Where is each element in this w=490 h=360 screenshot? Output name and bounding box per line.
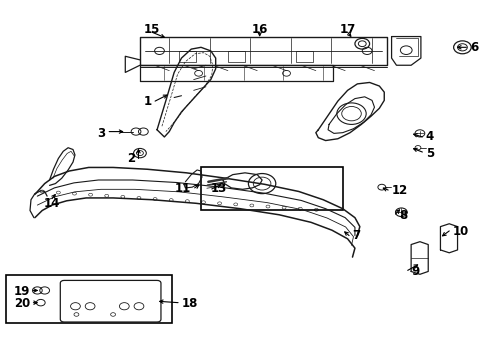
Text: 5: 5 xyxy=(426,147,434,159)
Text: 9: 9 xyxy=(411,265,419,278)
Text: 2: 2 xyxy=(127,152,135,165)
Text: 18: 18 xyxy=(181,297,198,310)
Text: 4: 4 xyxy=(426,130,434,144)
Text: 7: 7 xyxy=(352,229,361,242)
Text: 15: 15 xyxy=(144,23,160,36)
Text: 16: 16 xyxy=(251,23,268,36)
Text: 10: 10 xyxy=(453,225,469,238)
Text: 12: 12 xyxy=(392,184,408,197)
Text: 11: 11 xyxy=(175,183,191,195)
Bar xyxy=(296,51,314,62)
Bar xyxy=(201,167,343,211)
Text: 17: 17 xyxy=(340,23,356,36)
Bar xyxy=(228,51,245,62)
Text: 20: 20 xyxy=(14,297,30,310)
Text: 13: 13 xyxy=(211,183,227,195)
Text: 14: 14 xyxy=(44,197,60,210)
Bar xyxy=(179,51,196,62)
Text: 8: 8 xyxy=(399,210,407,222)
Text: 1: 1 xyxy=(144,95,152,108)
Text: 3: 3 xyxy=(98,127,106,140)
Text: 19: 19 xyxy=(14,285,30,298)
Bar xyxy=(5,275,171,323)
Text: 6: 6 xyxy=(470,41,478,54)
